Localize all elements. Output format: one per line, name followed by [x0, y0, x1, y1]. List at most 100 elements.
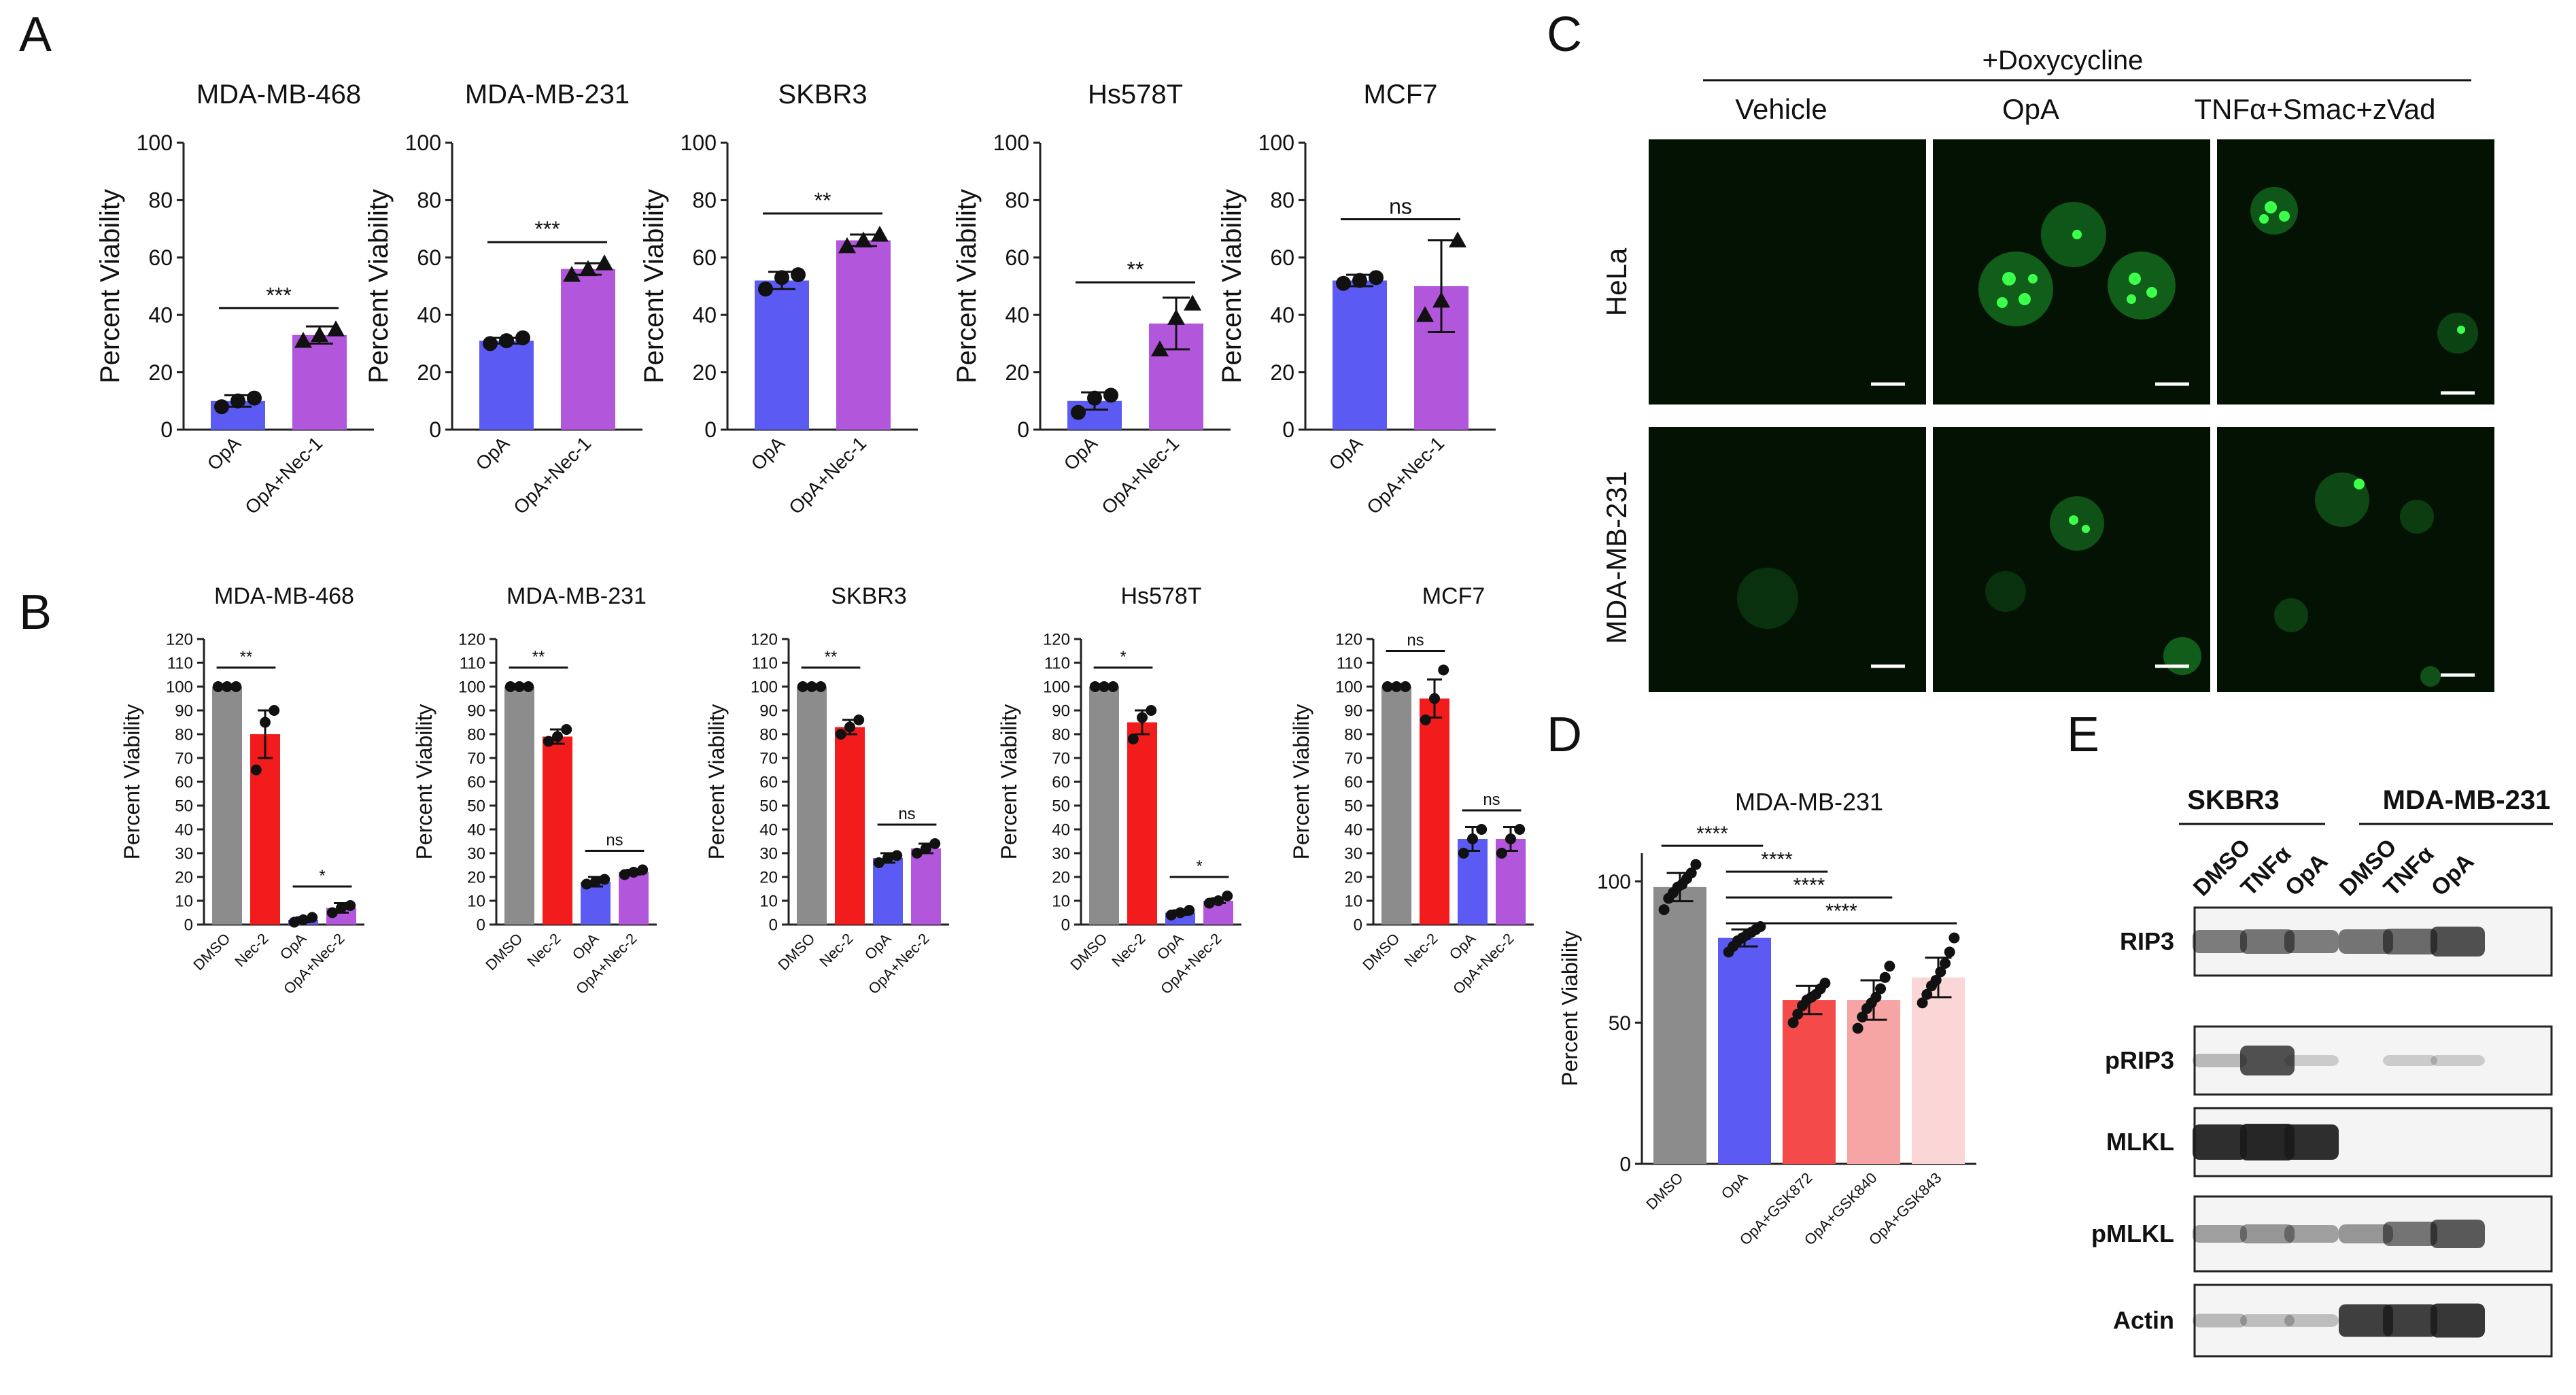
data-point	[298, 914, 309, 925]
y-tick-label: 40	[148, 303, 173, 327]
chart-title: MDA-MB-231	[1735, 788, 1883, 816]
data-point	[1870, 991, 1882, 1003]
data-point	[1420, 714, 1431, 725]
y-axis-label: Percent Viability	[364, 189, 394, 383]
data-point	[815, 681, 827, 692]
y-tick-label: 30	[175, 844, 193, 863]
bar-dmso	[1381, 687, 1411, 925]
y-tick-label: 120	[751, 630, 778, 649]
data-point	[222, 681, 233, 692]
panel-letter-c: C	[1547, 7, 1582, 62]
column-label-vehicle: Vehicle	[1735, 93, 1827, 125]
data-point	[637, 864, 649, 876]
y-tick-label: 100	[166, 678, 193, 696]
y-tick-label: 20	[1344, 868, 1362, 886]
blot-band	[2284, 1225, 2339, 1243]
y-tick-label: 0	[1354, 916, 1362, 934]
bar-nec-2	[1127, 722, 1157, 925]
data-point	[1875, 983, 1887, 995]
data-point	[1917, 997, 1928, 1009]
data-point	[552, 731, 563, 742]
y-tick-label: 80	[1270, 188, 1294, 213]
chart-title: Hs578T	[1088, 80, 1183, 109]
y-tick-label: 20	[467, 868, 485, 886]
y-tick-label: 10	[467, 892, 485, 910]
data-point	[1107, 681, 1119, 692]
significance-label: ****	[1825, 900, 1857, 923]
y-tick-label: 0	[429, 417, 441, 442]
data-point	[1429, 693, 1440, 704]
data-point	[921, 843, 931, 854]
y-axis-label: Percent Viability	[639, 189, 669, 383]
chart-title: MDA-MB-231	[506, 583, 647, 609]
y-tick-label: 60	[467, 773, 485, 791]
data-point	[1458, 848, 1469, 859]
y-tick-label: 20	[417, 360, 441, 385]
y-tick-label: 60	[1005, 245, 1029, 270]
y-tick-label: 80	[467, 725, 485, 744]
blot-band	[2240, 1046, 2295, 1075]
blot-band	[2193, 1124, 2247, 1160]
y-axis-label: Percent Viability	[412, 704, 436, 860]
y-tick-label: 100	[458, 678, 485, 696]
data-point	[1400, 681, 1411, 692]
significance-label: ****	[1761, 848, 1793, 871]
y-tick-label: 90	[467, 702, 485, 720]
data-point	[791, 267, 806, 283]
data-point	[499, 333, 514, 349]
bar-opa	[873, 858, 903, 925]
blot-band	[2240, 1124, 2295, 1160]
y-tick-label: 60	[148, 245, 173, 270]
data-point	[1369, 270, 1384, 286]
y-tick-label: 120	[166, 630, 193, 649]
bar-dmso	[1653, 886, 1706, 1164]
y-tick-label: 110	[1044, 654, 1070, 672]
data-point	[1432, 292, 1450, 308]
data-point	[1087, 390, 1102, 406]
blot-band	[2383, 929, 2437, 954]
data-point	[288, 916, 300, 928]
data-point	[855, 231, 872, 247]
data-point	[596, 254, 613, 271]
bar-opa	[1718, 937, 1771, 1164]
blot-band	[2339, 1224, 2393, 1243]
bar-opa	[479, 341, 534, 430]
chart-title: MCF7	[1364, 80, 1438, 109]
y-tick-label: 80	[1344, 725, 1362, 744]
y-tick-label: 10	[1344, 892, 1362, 910]
blot-band	[2193, 930, 2247, 953]
y-tick-label: 0	[1061, 916, 1070, 934]
blot-band	[2193, 1054, 2247, 1067]
data-point	[882, 852, 893, 863]
data-point	[1690, 859, 1702, 870]
y-tick-label: 20	[175, 868, 193, 886]
y-tick-label: 20	[1052, 868, 1070, 886]
blot-band	[2240, 929, 2295, 954]
y-tick-label: 50	[1609, 1012, 1631, 1035]
bar-dmso	[797, 687, 827, 925]
image-mda-vehicle	[1649, 427, 1926, 692]
y-axis-label: Percent Viability	[1558, 931, 1582, 1086]
blot-band	[2383, 1304, 2437, 1337]
y-tick-label: 120	[1335, 630, 1362, 649]
y-tick-label: 70	[175, 749, 193, 768]
data-point	[1658, 904, 1670, 916]
y-tick-label: 20	[1005, 360, 1029, 385]
data-point	[871, 226, 889, 242]
y-tick-label: 60	[692, 245, 717, 270]
data-point	[336, 902, 347, 914]
bar-opa-nec-1	[292, 334, 347, 430]
significance-label: **	[814, 188, 831, 213]
y-tick-label: 20	[692, 360, 717, 385]
data-point	[345, 900, 356, 911]
data-point	[1438, 664, 1449, 676]
data-point	[1944, 946, 1955, 958]
data-point	[1467, 833, 1478, 844]
blot-band	[2431, 1303, 2485, 1338]
y-tick-label: 80	[692, 188, 717, 213]
y-tick-label: 80	[759, 725, 778, 744]
chart-title: SKBR3	[778, 80, 867, 109]
bar-opa-nec-2	[911, 848, 941, 925]
data-point	[294, 332, 312, 348]
image-hela-vehicle	[1649, 139, 1926, 404]
